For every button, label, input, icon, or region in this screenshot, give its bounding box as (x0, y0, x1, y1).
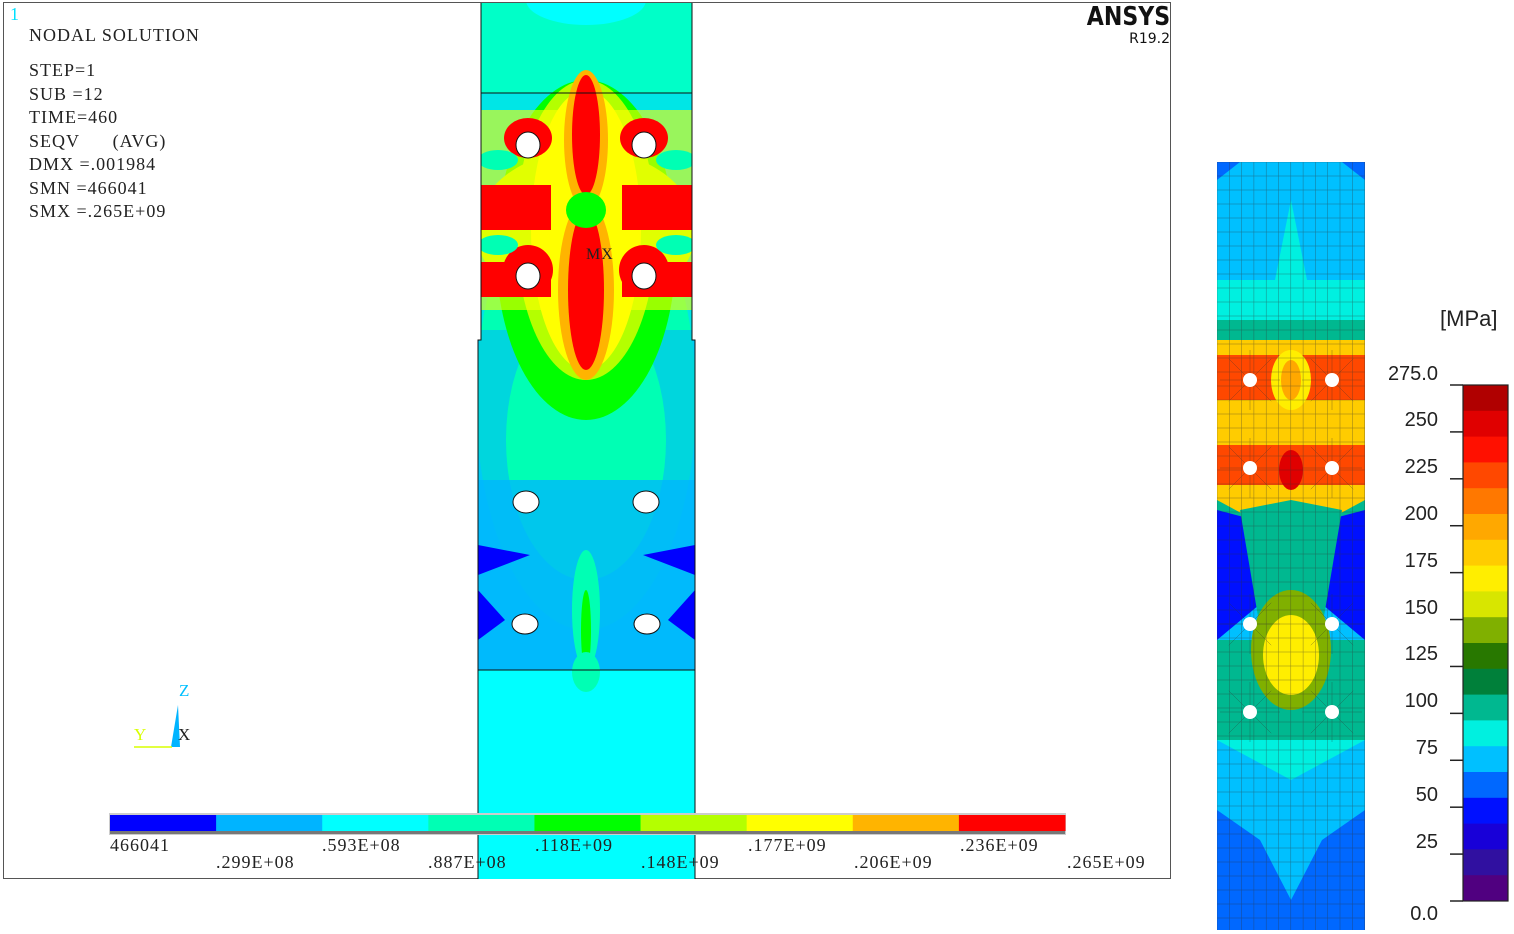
legend-color-cell (322, 815, 429, 831)
legend-label: 466041 (110, 835, 170, 855)
info-dmx: DMX =.001984 (29, 154, 157, 174)
info-seqv: SEQV (AVG) (29, 131, 167, 151)
mpa-legend-cell (1463, 436, 1508, 463)
legend-label: .299E+08 (216, 852, 295, 872)
mpa-legend-cell (1463, 797, 1508, 825)
mpa-legend-cell (1463, 720, 1508, 747)
legend-label: .887E+08 (428, 852, 507, 872)
triad-x-label: X (178, 725, 192, 744)
mpa-legend-cell (1463, 539, 1508, 567)
mpa-legend-cell (1463, 565, 1508, 592)
mpa-tick-label: 200 (1404, 502, 1438, 525)
mpa-tick-label: 250 (1404, 408, 1438, 431)
mpa-tick-label: 100 (1404, 690, 1438, 713)
legend-color-cell (110, 815, 217, 831)
legend-color-cell (216, 815, 323, 831)
mpa-legend-cell (1463, 488, 1508, 515)
legend-bar (109, 813, 1066, 835)
plate-outline (477, 3, 696, 879)
triad (134, 705, 180, 748)
mpa-tick-label: 0.0 (1410, 903, 1438, 925)
mpa-legend-cell (1463, 514, 1508, 541)
legend-color-cell (852, 815, 960, 831)
mpa-tick-label: 50 (1415, 784, 1438, 807)
info-step: STEP=1 (29, 60, 97, 80)
mpa-tick-label: 25 (1415, 831, 1438, 854)
mpa-tick-label: 175 (1404, 549, 1438, 572)
legend-color-cell (428, 815, 535, 831)
mpa-legend-cell (1463, 823, 1508, 850)
mpa-legend-cell (1463, 849, 1508, 876)
window-number: 1 (10, 4, 19, 24)
ansys-logo: ANSYS (1086, 2, 1170, 32)
mpa-legend-cell (1463, 591, 1508, 618)
legend-color-cell (534, 815, 642, 831)
stress-plate (478, 3, 695, 879)
info-sub: SUB =12 (29, 84, 104, 104)
mpa-tick-label: 150 (1404, 596, 1438, 619)
mpa-legend-cell (1463, 875, 1508, 902)
max-marker: MX (586, 246, 614, 263)
info-smx: SMX =.265E+09 (29, 201, 167, 221)
legend-label: .118E+09 (535, 835, 613, 855)
bolt-holes (511, 131, 661, 635)
mpa-tick-label: 225 (1404, 455, 1438, 478)
unit-label: [MPa] (1440, 306, 1498, 331)
legend-label: .148E+09 (641, 852, 720, 872)
mpa-legend-cell (1463, 385, 1508, 412)
plot-title: NODAL SOLUTION (29, 25, 200, 45)
mpa-legend-bar (1450, 384, 1509, 902)
info-time: TIME=460 (29, 107, 119, 127)
legend-color-cell (746, 815, 854, 831)
mpa-tick-label: 75 (1415, 737, 1438, 760)
mpa-legend-cell (1463, 462, 1508, 489)
mpa-legend-cell (1463, 410, 1508, 438)
comparison-contour (1217, 162, 1365, 930)
triad-z-label: Z (179, 681, 191, 700)
legend-label: .265E+09 (1067, 852, 1146, 872)
mpa-legend-cell (1463, 772, 1508, 799)
legend-label: .177E+09 (748, 835, 827, 855)
release-label: R19.2 (1129, 31, 1170, 47)
triad-y-label: Y (134, 725, 148, 744)
legend-label: .236E+09 (960, 835, 1039, 855)
mpa-legend-cell (1463, 643, 1508, 670)
mpa-legend-cell (1463, 668, 1508, 696)
info-smn: SMN =466041 (29, 178, 148, 198)
mpa-tick-label: 125 (1404, 643, 1438, 666)
mpa-legend-cell (1463, 694, 1508, 721)
legend-color-cell (640, 815, 748, 831)
legend-label: .593E+08 (322, 835, 401, 855)
mpa-legend-cell (1463, 617, 1508, 644)
mpa-tick-label: 275.0 (1387, 363, 1438, 385)
mpa-legend-cell (1463, 746, 1508, 773)
legend-color-cell (958, 815, 1066, 831)
legend-label: .206E+09 (854, 852, 933, 872)
